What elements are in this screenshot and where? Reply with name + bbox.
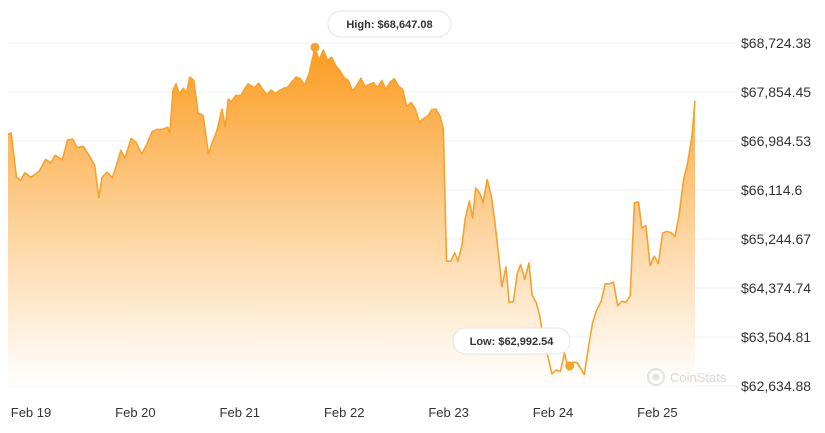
high-callout-label: High: $68,647.08 (346, 19, 432, 31)
callouts: High: $68,647.08 Low: $62,992.54 (310, 10, 575, 371)
price-line-group (7, 46, 696, 376)
y-tick-label: $68,724.38 (741, 35, 811, 51)
y-tick-label: $62,634.88 (741, 378, 811, 394)
y-tick-label: $67,854.45 (741, 84, 811, 100)
x-tick-label: Feb 23 (428, 405, 468, 420)
y-tick-label: $63,504.81 (741, 329, 811, 345)
low-callout-label: Low: $62,992.54 (470, 336, 555, 348)
coinstats-logo-icon-inner (652, 373, 660, 381)
y-tick-label: $66,984.53 (741, 133, 811, 149)
low-marker (565, 361, 575, 371)
y-tick-label: $66,114.6 (741, 182, 802, 198)
price-area-fill (8, 47, 695, 387)
y-axis: $68,724.38 $67,854.45 $66,984.53 $66,114.6 $… (741, 35, 811, 394)
price-area (8, 47, 695, 387)
watermark-text: CoinStats (670, 370, 727, 385)
y-tick-label: $65,244.67 (741, 231, 811, 247)
x-tick-label: Feb 20 (115, 405, 155, 420)
high-callout-box (327, 10, 452, 38)
x-tick-label: Feb 24 (533, 405, 573, 420)
high-marker (310, 42, 320, 52)
coinstats-logo-icon (647, 368, 665, 386)
x-axis: Feb 19 Feb 20 Feb 21 Feb 22 Feb 23 Feb 24 Feb … (11, 405, 678, 420)
x-tick-label: Feb 25 (637, 405, 677, 420)
x-tick-label: Feb 22 (324, 405, 364, 420)
price-line (7, 46, 696, 376)
x-tick-label: Feb 21 (220, 405, 260, 420)
y-tick-label: $64,374.74 (741, 280, 811, 296)
x-tick-label: Feb 19 (11, 405, 51, 420)
watermark: CoinStats (647, 368, 727, 386)
low-callout-box (452, 327, 571, 355)
